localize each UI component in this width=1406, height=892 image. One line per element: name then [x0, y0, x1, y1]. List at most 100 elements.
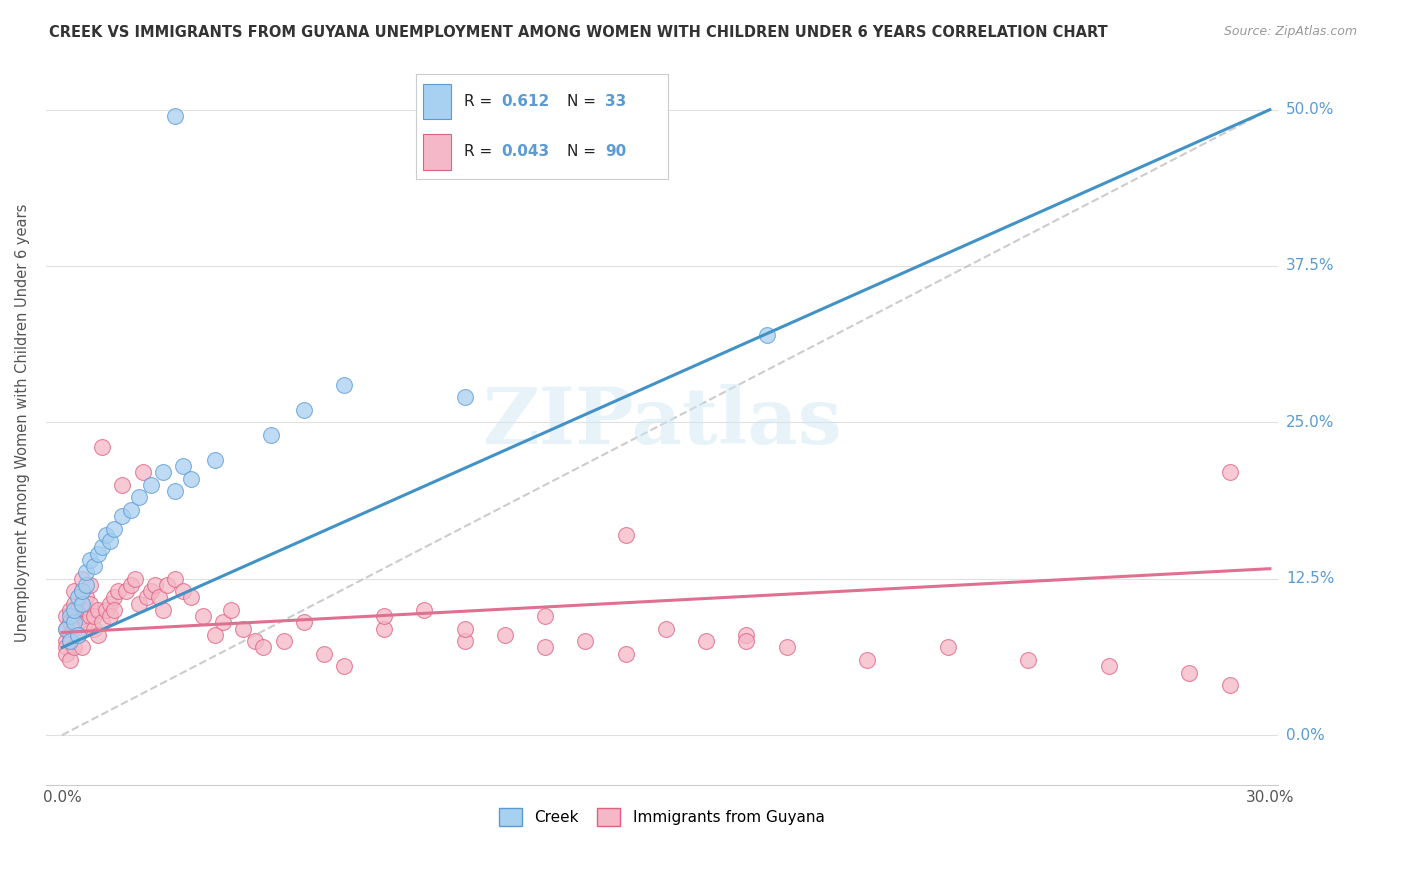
Point	[212, 615, 235, 630]
Point	[333, 659, 356, 673]
Point	[87, 628, 110, 642]
Point	[55, 647, 77, 661]
Point	[245, 634, 267, 648]
Point	[70, 584, 93, 599]
Text: 25.0%: 25.0%	[1286, 415, 1334, 430]
Point	[614, 647, 637, 661]
Point	[128, 491, 150, 505]
Point	[333, 377, 356, 392]
Point	[103, 522, 125, 536]
Point	[67, 628, 90, 642]
Point	[124, 572, 146, 586]
Point	[152, 603, 174, 617]
Point	[87, 603, 110, 617]
Point	[534, 640, 557, 655]
Point	[63, 597, 86, 611]
Point	[79, 597, 101, 611]
Point	[55, 634, 77, 648]
Point	[67, 615, 90, 630]
Point	[172, 584, 194, 599]
Point	[614, 528, 637, 542]
Point	[59, 609, 82, 624]
Point	[75, 578, 97, 592]
Point	[755, 327, 778, 342]
Point	[100, 609, 122, 624]
Text: 37.5%: 37.5%	[1286, 259, 1334, 274]
Point	[83, 609, 105, 624]
Point	[1178, 665, 1201, 680]
Point	[63, 584, 86, 599]
Point	[79, 578, 101, 592]
Point	[120, 578, 142, 592]
Point	[70, 597, 93, 611]
Text: ZIPatlas: ZIPatlas	[482, 384, 842, 460]
Point	[100, 597, 122, 611]
Point	[180, 472, 202, 486]
Point	[695, 634, 717, 648]
Point	[70, 584, 93, 599]
Point	[91, 541, 114, 555]
Point	[180, 591, 202, 605]
Point	[135, 591, 157, 605]
Point	[139, 478, 162, 492]
Point	[148, 591, 170, 605]
Point	[163, 484, 186, 499]
Text: 0.0%: 0.0%	[1286, 728, 1324, 742]
Point	[152, 466, 174, 480]
Legend: Creek, Immigrants from Guyana: Creek, Immigrants from Guyana	[491, 798, 834, 836]
Point	[79, 609, 101, 624]
Point	[63, 603, 86, 617]
Point	[534, 609, 557, 624]
Point	[494, 628, 516, 642]
Point	[115, 584, 138, 599]
Point	[232, 622, 254, 636]
Point	[87, 547, 110, 561]
Point	[63, 615, 86, 630]
Point	[292, 615, 315, 630]
Point	[75, 591, 97, 605]
Point	[936, 640, 959, 655]
Point	[453, 390, 475, 404]
Point	[59, 628, 82, 642]
Point	[96, 528, 118, 542]
Point	[63, 622, 86, 636]
Point	[1017, 653, 1039, 667]
Point	[655, 622, 678, 636]
Point	[120, 503, 142, 517]
Point	[273, 634, 295, 648]
Point	[128, 597, 150, 611]
Point	[67, 591, 90, 605]
Point	[373, 609, 395, 624]
Point	[63, 640, 86, 655]
Point	[776, 640, 799, 655]
Point	[75, 615, 97, 630]
Point	[96, 603, 118, 617]
Point	[735, 628, 758, 642]
Point	[139, 584, 162, 599]
Point	[204, 628, 226, 642]
Point	[131, 466, 153, 480]
Point	[70, 609, 93, 624]
Y-axis label: Unemployment Among Women with Children Under 6 years: Unemployment Among Women with Children U…	[15, 203, 30, 641]
Point	[103, 591, 125, 605]
Point	[735, 634, 758, 648]
Point	[312, 647, 335, 661]
Point	[111, 509, 134, 524]
Point	[59, 603, 82, 617]
Point	[59, 634, 82, 648]
Point	[204, 453, 226, 467]
Point	[59, 615, 82, 630]
Point	[55, 622, 77, 636]
Point	[75, 566, 97, 580]
Point	[63, 609, 86, 624]
Text: Source: ZipAtlas.com: Source: ZipAtlas.com	[1223, 25, 1357, 38]
Point	[91, 615, 114, 630]
Point	[55, 622, 77, 636]
Point	[79, 553, 101, 567]
Point	[70, 572, 93, 586]
Point	[100, 534, 122, 549]
Point	[55, 640, 77, 655]
Point	[70, 640, 93, 655]
Point	[1219, 466, 1241, 480]
Point	[111, 478, 134, 492]
